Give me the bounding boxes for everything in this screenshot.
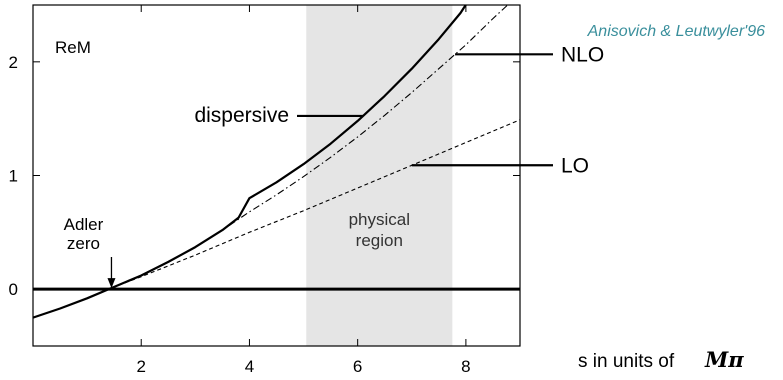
physical-region-label-2: region bbox=[356, 231, 403, 250]
panel-label: ReM bbox=[55, 38, 91, 57]
adler-zero-label-1: Adler bbox=[64, 215, 104, 234]
x-tick-label-6: 6 bbox=[353, 357, 362, 376]
annotation-label-lo: LO bbox=[561, 154, 589, 177]
series-nlo-line bbox=[33, 5, 509, 319]
x-tick-label-2: 2 bbox=[136, 357, 145, 376]
y-tick-label-0: 0 bbox=[9, 280, 18, 299]
annotation-label-nlo: NLO bbox=[561, 43, 604, 66]
physical-region-band bbox=[306, 5, 453, 346]
x-axis-symbol: Mπ bbox=[704, 347, 744, 372]
annotation-label-dispersive: dispersive bbox=[194, 104, 289, 127]
adler-zero-label-2: zero bbox=[67, 234, 100, 253]
x-axis-label: s in units of bbox=[578, 351, 675, 372]
physical-region-label-1: physical bbox=[349, 210, 410, 229]
credit-label: Anisovich & Leutwyler'96 bbox=[587, 23, 765, 40]
y-tick-label-2: 2 bbox=[9, 53, 18, 72]
x-tick-label-8: 8 bbox=[461, 357, 470, 376]
y-tick-label-1: 1 bbox=[9, 167, 18, 186]
x-tick-label-4: 4 bbox=[245, 357, 254, 376]
adler-zero-arrow-head bbox=[107, 278, 116, 289]
series-lo-line bbox=[33, 119, 520, 319]
